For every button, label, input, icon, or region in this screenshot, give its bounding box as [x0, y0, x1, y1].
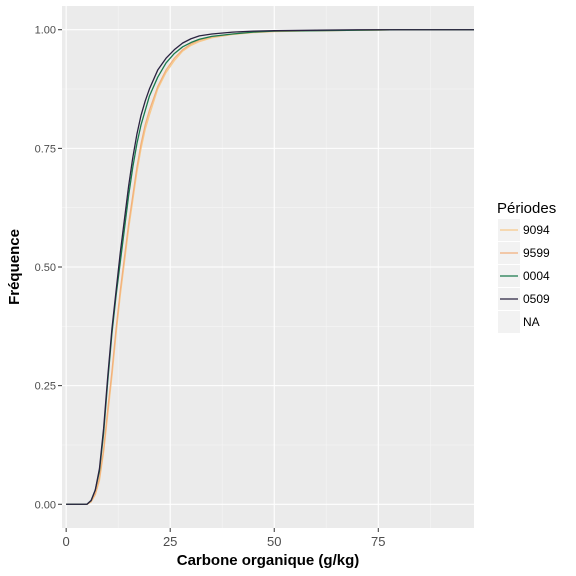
legend-label-0509: 0509 — [523, 292, 550, 306]
x-tick-label: 75 — [371, 534, 385, 549]
y-axis: 0.00 0.25 0.50 0.75 1.00 — [35, 25, 62, 511]
legend-label-9094: 9094 — [523, 223, 550, 237]
x-axis-title: Carbone organique (g/kg) — [177, 552, 360, 569]
legend-key-NA — [498, 311, 520, 333]
major-gridlines — [62, 6, 474, 528]
legend-entries: 9094 9599 0004 0509 NA — [498, 219, 550, 333]
series-line-0509 — [66, 29, 474, 505]
y-tick-label: 0.00 — [35, 499, 56, 511]
legend-title: Périodes — [497, 200, 556, 217]
x-tick-label: 50 — [267, 534, 281, 549]
y-tick-label: 0.25 — [35, 381, 56, 393]
legend-label-9599: 9599 — [523, 246, 550, 260]
legend-label-NA: NA — [523, 315, 540, 329]
legend: Périodes 9094 9599 0004 0509 NA — [497, 200, 556, 333]
legend-label-0004: 0004 — [523, 269, 550, 283]
y-tick-label: 1.00 — [35, 25, 56, 37]
y-tick-label: 0.75 — [35, 143, 56, 155]
x-tick-label: 25 — [163, 534, 177, 549]
series-lines — [66, 29, 474, 505]
x-axis: 0 25 50 75 — [63, 528, 386, 549]
y-tick-label: 0.50 — [35, 262, 56, 274]
y-axis-title: Fréquence — [6, 229, 23, 305]
x-tick-label: 0 — [63, 534, 70, 549]
